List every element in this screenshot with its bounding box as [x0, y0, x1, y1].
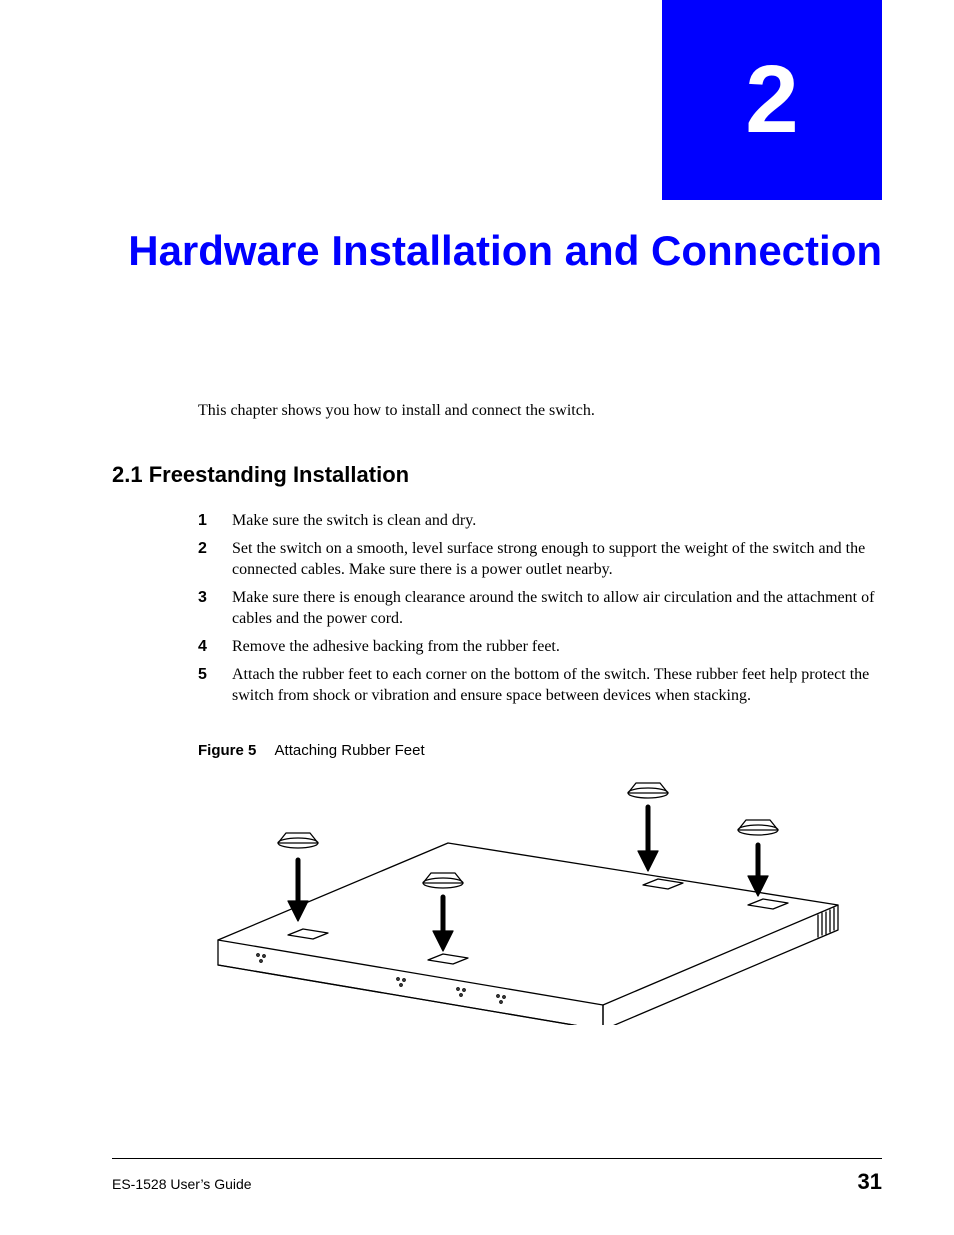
footer-page-number: 31	[858, 1169, 882, 1195]
chapter-number-box: 2	[662, 0, 882, 200]
list-item: 2 Set the switch on a smooth, level surf…	[198, 538, 882, 581]
list-item: 1 Make sure the switch is clean and dry.	[198, 510, 882, 532]
footer-guide-name: ES-1528 User’s Guide	[112, 1176, 252, 1192]
installation-steps-list: 1 Make sure the switch is clean and dry.…	[198, 510, 882, 713]
figure-illustration	[198, 765, 858, 1025]
figure-caption-text: Attaching Rubber Feet	[275, 742, 425, 759]
step-text: Remove the adhesive backing from the rub…	[232, 636, 882, 658]
chapter-number: 2	[745, 45, 798, 155]
step-text: Make sure the switch is clean and dry.	[232, 510, 882, 532]
page-footer: ES-1528 User’s Guide 31	[112, 1158, 882, 1195]
list-item: 3 Make sure there is enough clearance ar…	[198, 587, 882, 630]
step-number: 2	[198, 538, 232, 581]
step-number: 5	[198, 664, 232, 707]
step-number: 3	[198, 587, 232, 630]
rubber-feet-diagram-icon	[198, 765, 858, 1025]
list-item: 4 Remove the adhesive backing from the r…	[198, 636, 882, 658]
figure-caption: Figure 5 Attaching Rubber Feet	[198, 742, 425, 759]
step-number: 1	[198, 510, 232, 532]
chapter-title: Hardware Installation and Connection	[72, 225, 882, 278]
step-number: 4	[198, 636, 232, 658]
chapter-intro-text: This chapter shows you how to install an…	[198, 402, 882, 420]
list-item: 5 Attach the rubber feet to each corner …	[198, 664, 882, 707]
section-heading: 2.1 Freestanding Installation	[112, 462, 409, 488]
step-text: Set the switch on a smooth, level surfac…	[232, 538, 882, 581]
step-text: Attach the rubber feet to each corner on…	[232, 664, 882, 707]
figure-label: Figure 5	[198, 742, 256, 759]
step-text: Make sure there is enough clearance arou…	[232, 587, 882, 630]
